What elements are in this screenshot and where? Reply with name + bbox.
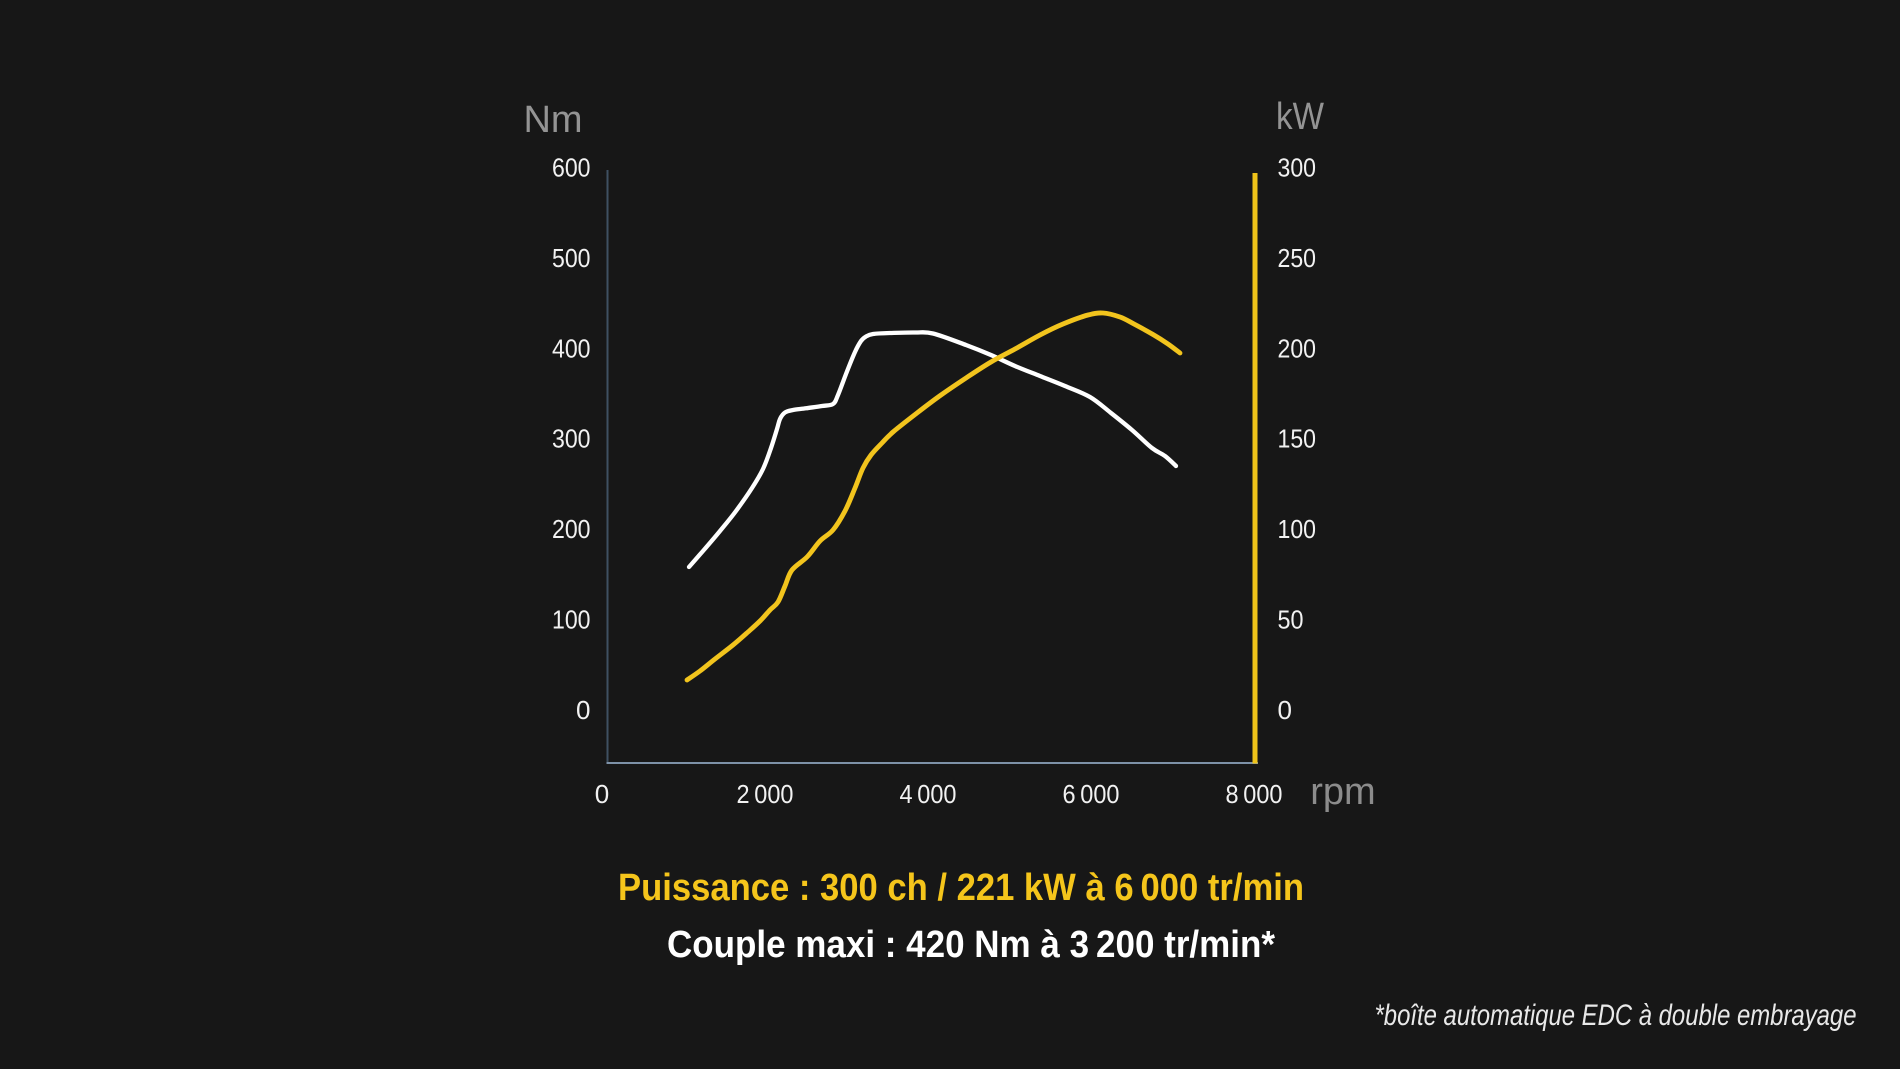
svg-text:*boîte automatique EDC à doubl: *boîte automatique EDC à double embrayag… <box>1375 999 1857 1032</box>
svg-text:150: 150 <box>1278 424 1317 454</box>
svg-text:Couple maxi : 420 Nm à 3 200 t: Couple maxi : 420 Nm à 3 200 tr/min* <box>667 924 1275 966</box>
svg-text:Nm: Nm <box>523 99 582 141</box>
svg-text:200: 200 <box>552 514 591 544</box>
svg-text:rpm: rpm <box>1310 771 1375 813</box>
svg-text:0: 0 <box>1278 695 1292 725</box>
svg-text:500: 500 <box>552 243 591 273</box>
svg-text:6 000: 6 000 <box>1063 779 1120 809</box>
svg-text:300: 300 <box>1278 153 1317 183</box>
svg-text:8 000: 8 000 <box>1226 779 1283 809</box>
svg-text:Puissance : 300 ch / 221 kW à: Puissance : 300 ch / 221 kW à 6 000 tr/m… <box>618 867 1304 909</box>
svg-text:600: 600 <box>552 153 591 183</box>
svg-text:300: 300 <box>552 424 591 454</box>
svg-text:kW: kW <box>1276 96 1324 138</box>
svg-text:0: 0 <box>576 695 590 725</box>
svg-text:200: 200 <box>1278 333 1317 363</box>
svg-text:0: 0 <box>595 779 609 809</box>
svg-text:100: 100 <box>552 605 591 635</box>
svg-text:2 000: 2 000 <box>737 779 794 809</box>
svg-text:4 000: 4 000 <box>900 779 957 809</box>
svg-text:100: 100 <box>1278 514 1317 544</box>
svg-text:250: 250 <box>1278 243 1317 273</box>
svg-text:50: 50 <box>1278 605 1304 635</box>
svg-text:400: 400 <box>552 333 591 363</box>
